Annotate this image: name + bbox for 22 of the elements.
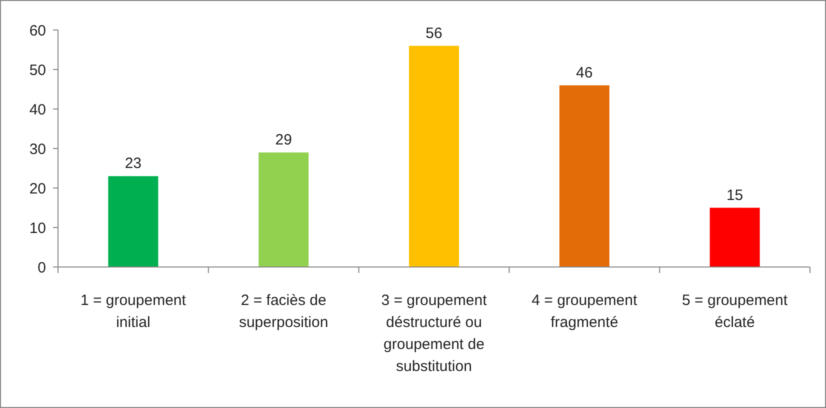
- y-tick-label: 20: [29, 180, 46, 198]
- data-label: 46: [576, 64, 593, 82]
- y-tick-label: 30: [29, 140, 46, 158]
- data-label: 29: [275, 131, 292, 148]
- x-tick-label: 2 = faciès de superposition: [238, 292, 328, 331]
- x-tick-label: 1 = groupement initial: [80, 292, 187, 331]
- bar: [409, 46, 459, 267]
- data-label: 56: [426, 24, 442, 42]
- data-label: 15: [726, 186, 744, 204]
- y-tick-label: 40: [29, 101, 46, 118]
- bar: [258, 152, 309, 267]
- y-tick-label: 50: [29, 62, 46, 79]
- x-tick-label: 3 = groupement déstructuré ou groupement de substitution: [381, 292, 488, 375]
- x-tick-label: 5 = groupement éclaté: [682, 292, 788, 331]
- y-tick-label: 60: [29, 22, 46, 40]
- y-tick-label: 0: [38, 259, 46, 276]
- data-label: 23: [124, 155, 142, 172]
- bar: [559, 85, 610, 267]
- x-tick-label: 4 = groupement fragmenté: [532, 292, 638, 331]
- y-tick-label: 10: [29, 220, 46, 237]
- bar: [108, 176, 158, 267]
- bar: [710, 208, 760, 267]
